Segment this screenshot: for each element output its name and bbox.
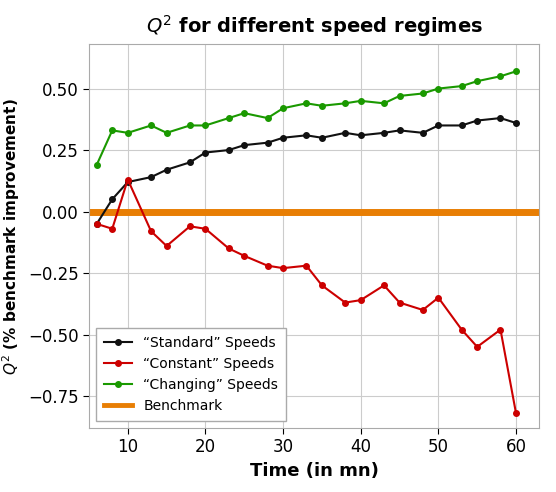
Title: $Q^2$ for different speed regimes: $Q^2$ for different speed regimes	[146, 13, 483, 39]
Legend: “Standard” Speeds, “Constant” Speeds, “Changing” Speeds, Benchmark: “Standard” Speeds, “Constant” Speeds, “C…	[96, 328, 286, 421]
Y-axis label: $Q^2$ (% benchmark improvement): $Q^2$ (% benchmark improvement)	[1, 98, 22, 374]
X-axis label: Time (in mn): Time (in mn)	[250, 462, 379, 480]
